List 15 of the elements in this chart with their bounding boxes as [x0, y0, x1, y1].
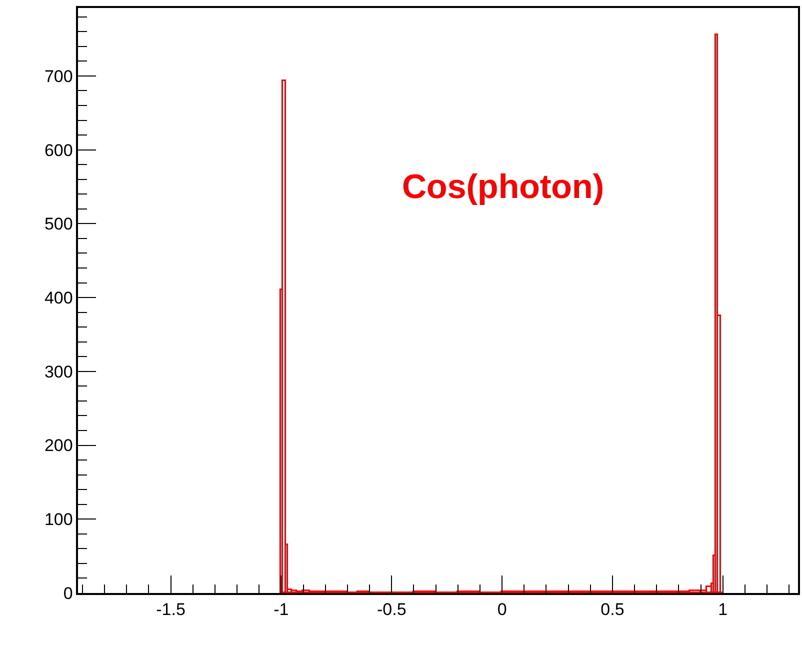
y-tick-label: 200 — [44, 436, 73, 456]
x-tick-label: -1 — [274, 600, 289, 620]
y-tick-label: 400 — [44, 288, 73, 308]
annotation: Cos(photon) — [402, 168, 604, 206]
y-tick-label: 0 — [63, 584, 73, 603]
x-tick-label: 1 — [718, 600, 728, 620]
x-tick-label: 0.5 — [600, 600, 624, 620]
y-tick-label: 300 — [44, 362, 73, 382]
y-tick-label: 700 — [44, 66, 73, 86]
y-tick-label: 500 — [44, 214, 73, 234]
y-tick-label: 600 — [44, 140, 73, 160]
x-tick-label: -1.5 — [156, 600, 186, 620]
x-tick-label: 0 — [497, 600, 507, 620]
x-tick-label: -0.5 — [376, 600, 406, 620]
y-tick-label: 100 — [44, 510, 73, 530]
